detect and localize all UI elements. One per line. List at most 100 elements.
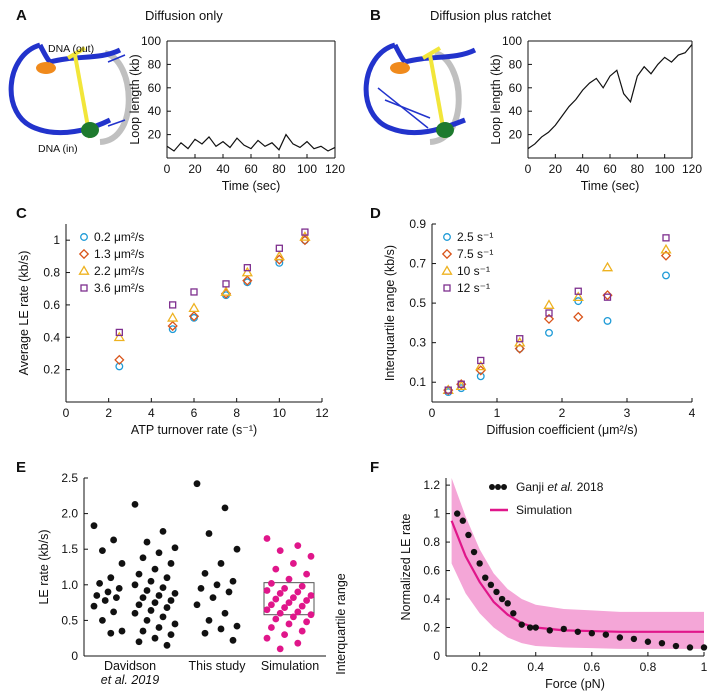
panel-b-title: Diffusion plus ratchet <box>430 8 552 23</box>
data-point <box>281 631 288 639</box>
chart-f-x-label: Force (pN) <box>545 677 605 691</box>
data-point <box>268 579 275 587</box>
data-point <box>526 624 534 631</box>
data-point <box>285 575 293 583</box>
data-point <box>171 544 179 552</box>
data-point <box>99 547 106 555</box>
data-point <box>167 560 175 567</box>
chart-d-x-tick-label: 1 <box>494 406 501 420</box>
data-point-triangle <box>113 331 125 342</box>
chart-d-x-tick-label: 2 <box>559 406 566 420</box>
data-point-circle <box>168 325 177 334</box>
data-point <box>285 620 293 628</box>
data-point <box>281 584 288 592</box>
data-point <box>171 589 179 597</box>
data-point <box>616 634 624 641</box>
panel-e: E 0 0.5 1.0 1.5 2.0 2.5 LE rate (kb/s) Davidson… <box>16 459 348 687</box>
data-point <box>276 589 284 597</box>
data-point <box>201 570 209 577</box>
chart-f-y-tick-label: 1 <box>433 507 440 521</box>
legend-marker-triangle <box>441 265 453 275</box>
data-point-square <box>574 287 582 295</box>
data-point <box>143 587 151 594</box>
data-point <box>233 545 241 553</box>
chart-d-y-tick-label: 0.3 <box>409 336 426 350</box>
legend-label: 10 s⁻¹ <box>457 264 490 278</box>
data-point <box>143 538 151 546</box>
chart-a-y-tick-label: 100 <box>141 34 161 48</box>
data-point-circle <box>115 362 124 371</box>
data-point-square <box>662 234 670 242</box>
data-point <box>135 601 143 609</box>
chart-f-x-tick-label: 0.4 <box>527 660 544 674</box>
data-point-triangle <box>299 231 311 241</box>
category-label: Davidson <box>104 659 156 673</box>
chart-b-x-label: Time (sec) <box>581 179 640 193</box>
data-point-square <box>169 301 177 309</box>
legend-label: 2.2 μm²/s <box>94 264 144 278</box>
data-point <box>307 592 315 599</box>
data-point-circle <box>275 258 284 267</box>
legend-label: 1.3 μm²/s <box>94 247 144 261</box>
data-point <box>290 560 297 567</box>
legend-label-ganji: Ganji et al. 2018 <box>516 480 604 494</box>
chart-c-y-label: Average LE rate (kb/s) <box>17 251 31 376</box>
data-point <box>139 594 147 602</box>
data-point <box>294 542 302 550</box>
chart-f-y-tick-label: 0.4 <box>423 592 440 606</box>
chart-c-x-tick-label: 12 <box>315 406 329 420</box>
chart-b-y-tick-label: 40 <box>509 104 523 118</box>
loop-length-trace <box>527 44 693 150</box>
data-point <box>546 627 553 634</box>
chart-d-y-tick-label: 0.7 <box>409 257 426 271</box>
data-point <box>113 594 120 602</box>
data-point <box>307 552 315 560</box>
data-point <box>110 536 117 544</box>
data-point-triangle <box>660 243 672 254</box>
data-point-diamond <box>543 313 555 325</box>
data-point <box>225 588 233 596</box>
data-point <box>155 549 163 557</box>
chart-a-y-tick-label: 40 <box>148 104 162 118</box>
data-point <box>298 582 306 590</box>
data-point <box>602 631 610 638</box>
chart-c-x-label: ATP turnover rate (s⁻¹) <box>131 423 257 437</box>
chart-c-y-tick-label: 1 <box>53 233 60 247</box>
chart-f-y-tick-label: 0 <box>433 649 440 663</box>
data-point <box>171 620 179 628</box>
legend-marker-diamond <box>78 248 90 260</box>
data-point <box>139 627 147 635</box>
data-point <box>163 641 171 649</box>
data-point-diamond <box>274 254 285 265</box>
data-point <box>197 584 205 592</box>
chart-a-x-tick-label: 120 <box>325 162 345 176</box>
chart-c-x-tick-label: 4 <box>148 406 155 420</box>
chart-a-x-tick-label: 80 <box>272 162 286 176</box>
data-point <box>470 548 478 556</box>
data-point <box>93 592 101 599</box>
data-point <box>131 609 139 617</box>
legend-marker-dot <box>501 484 507 490</box>
loop-extrusion-diagram-a: DNA (out) DNA (in) <box>8 42 132 155</box>
data-point-triangle <box>273 250 285 261</box>
legend-marker-triangle <box>78 265 90 275</box>
data-point <box>272 565 280 573</box>
chart-f-x-tick-label: 0.2 <box>471 660 488 674</box>
data-point-square <box>222 280 230 288</box>
data-point <box>303 597 310 604</box>
data-point <box>276 609 284 617</box>
data-point <box>294 608 302 616</box>
data-point <box>96 579 103 587</box>
chart-c: 0 2 4 6 8 10 12 0.2 0.4 0.6 0.8 1 ATP turnover rate … <box>17 224 329 437</box>
data-point <box>268 601 275 609</box>
category-label: et al. 2019 <box>101 673 159 687</box>
data-point <box>268 624 275 631</box>
data-point <box>498 595 506 603</box>
loop-length-trace <box>166 133 336 152</box>
panel-d: D 0 1 2 3 4 0.1 0.3 0.5 0.7 0.9 Diffusion coeffici… <box>370 205 696 437</box>
data-point <box>672 642 680 650</box>
data-point <box>272 615 280 623</box>
data-point <box>454 510 461 517</box>
chart-a-x-label: Time (sec) <box>222 179 281 193</box>
chart-e-y-tick-label: 0 <box>71 649 78 663</box>
